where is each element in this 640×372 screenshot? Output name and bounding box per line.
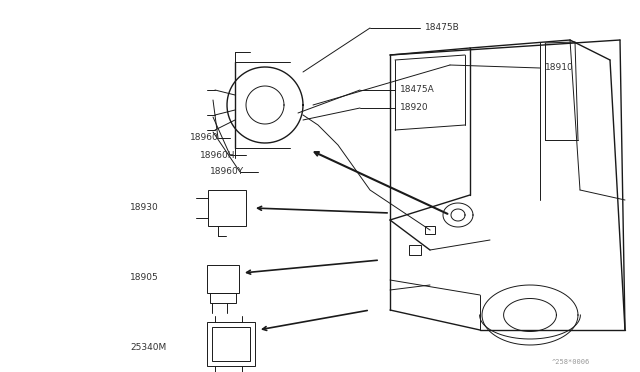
Text: 18905: 18905 bbox=[130, 273, 159, 282]
Text: 18920: 18920 bbox=[400, 103, 429, 112]
Text: 18475B: 18475B bbox=[425, 22, 460, 32]
Bar bbox=[207, 322, 255, 366]
Bar bbox=[207, 265, 239, 293]
Text: 18475A: 18475A bbox=[400, 86, 435, 94]
Text: 18910: 18910 bbox=[545, 64, 573, 73]
Text: 18960: 18960 bbox=[190, 134, 219, 142]
Bar bbox=[208, 190, 246, 226]
Text: 18960H: 18960H bbox=[200, 151, 236, 160]
Text: 18930: 18930 bbox=[130, 203, 159, 212]
Bar bbox=[212, 327, 250, 361]
Bar bbox=[425, 226, 435, 234]
Text: 25340M: 25340M bbox=[130, 343, 166, 353]
Text: ^258*0006: ^258*0006 bbox=[552, 359, 590, 365]
Bar bbox=[210, 293, 236, 303]
Text: 18960Y: 18960Y bbox=[210, 167, 244, 176]
Bar bbox=[409, 245, 421, 255]
